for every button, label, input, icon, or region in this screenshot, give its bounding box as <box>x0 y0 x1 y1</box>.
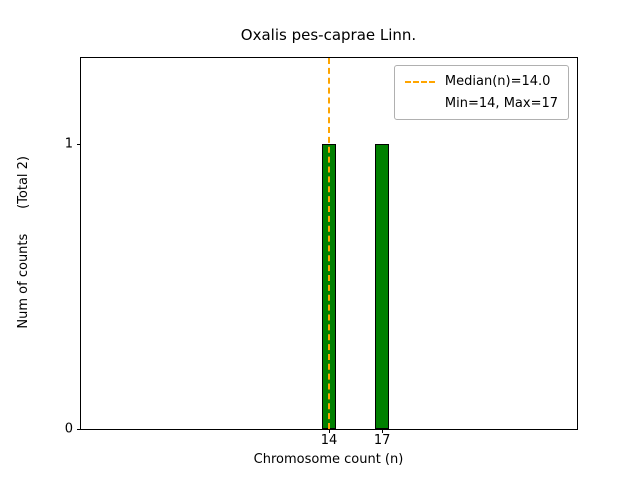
legend-label-median: Median(n)=14.0 <box>444 74 551 89</box>
legend-empty-sample <box>405 103 435 105</box>
y-axis-label: Num of counts (Total 2) <box>16 156 31 329</box>
plot-area: Median(n)=14.0 Min=14, Max=17 14 17 0 1 <box>65 57 578 447</box>
chart-title: Oxalis pes-caprae Linn. <box>240 26 417 44</box>
x-tick-label: 14 <box>320 433 338 448</box>
bar-x17 <box>375 143 390 429</box>
x-tick-mark <box>329 429 330 433</box>
legend-entry-median: Median(n)=14.0 <box>404 74 558 89</box>
y-tick-mark <box>77 143 81 145</box>
legend-entry-minmax: Min=14, Max=17 <box>405 96 558 111</box>
y-tick-label: 0 <box>64 421 73 437</box>
y-tick-label: 1 <box>64 136 73 152</box>
y-tick-mark <box>77 429 81 430</box>
median-dashed-line-sample <box>404 80 435 83</box>
legend: Median(n)=14.0 Min=14, Max=17 <box>393 65 569 120</box>
legend-label-minmax: Min=14, Max=17 <box>444 96 558 111</box>
x-axis-label: Chromosome count (n) <box>253 452 404 467</box>
y-axis-label-wrap: Num of counts (Total 2) <box>16 57 31 428</box>
x-tick-label: 17 <box>373 433 391 448</box>
x-tick-mark <box>382 429 384 433</box>
median-line <box>328 58 330 429</box>
